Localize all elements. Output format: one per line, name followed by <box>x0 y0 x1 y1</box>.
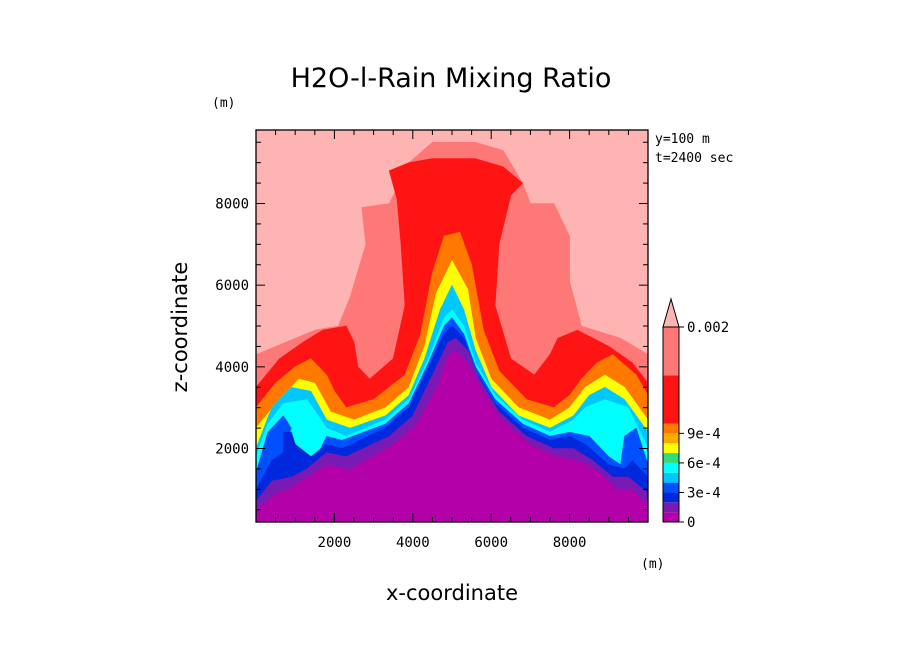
colorbar-band-3 <box>663 482 679 493</box>
contour-regions <box>255 129 649 511</box>
x-tick-label: 4000 <box>396 535 430 551</box>
x-tick-label: 2000 <box>318 535 352 551</box>
colorbar-tick-label: 0.002 <box>687 320 729 336</box>
chart-title: H2O-l-Rain Mixing Ratio <box>291 63 612 94</box>
y-axis-label: z-coordinate <box>168 262 192 393</box>
x-tick-labels: 2000 4000 6000 8000 <box>318 535 587 551</box>
colorbar-band-6 <box>663 453 679 463</box>
colorbar-band-11 <box>663 327 679 376</box>
y-tick-label: 4000 <box>215 360 249 376</box>
colorbar-band-4 <box>663 472 679 483</box>
colorbar-band-0 <box>663 512 679 522</box>
colorbar-band-10 <box>663 375 679 424</box>
plot-area <box>255 129 649 523</box>
colorbar-frame <box>662 326 680 523</box>
y-tick-label: 8000 <box>215 197 249 213</box>
annotation-y: y=100 m <box>655 132 710 147</box>
x-axis-label: x-coordinate <box>386 581 518 605</box>
colorbar-band-8 <box>663 433 679 444</box>
colorbar-band-1 <box>663 502 679 513</box>
colorbar-tick-label: 9e-4 <box>687 426 721 442</box>
y-tick-label: 2000 <box>215 442 249 458</box>
axis-ticks <box>256 130 648 522</box>
annotation-t: t=2400 sec <box>655 151 733 166</box>
colorbar-band-7 <box>663 443 679 454</box>
colorbar-tick-label: 0 <box>687 515 695 531</box>
y-unit-label: (m) <box>212 96 235 111</box>
colorbar-tick-label: 3e-4 <box>687 485 721 501</box>
colorbar-tick-label: 6e-4 <box>687 456 721 472</box>
x-tick-label: 8000 <box>553 535 587 551</box>
y-tick-label: 6000 <box>215 278 249 294</box>
colorbar: 0 3e-4 6e-4 9e-4 0.002 <box>662 297 729 531</box>
plot-frame <box>255 129 649 523</box>
colorbar-band-5 <box>663 462 679 473</box>
y-tick-labels: 2000 4000 6000 8000 <box>215 197 249 458</box>
x-tick-label: 6000 <box>474 535 508 551</box>
colorbar-band-2 <box>663 492 679 503</box>
x-unit-label: (m) <box>641 557 664 572</box>
colorbar-band-9 <box>663 423 679 434</box>
contour-region-1 <box>290 205 363 278</box>
